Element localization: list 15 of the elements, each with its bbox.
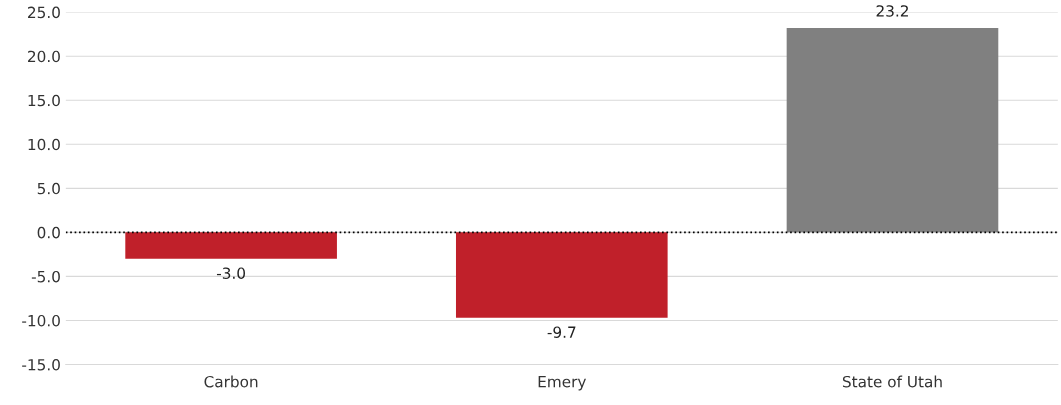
data-label: -9.7 — [547, 326, 576, 338]
x-tick-label: State of Utah — [842, 375, 942, 388]
data-label: 23.2 — [876, 5, 908, 17]
y-tick-label: 15.0 — [28, 94, 60, 107]
data-label: -3.0 — [216, 267, 246, 279]
y-tick-label: -15.0 — [22, 358, 60, 371]
y-tick-label: 0.0 — [37, 226, 60, 239]
y-tick-label: -10.0 — [22, 314, 60, 327]
y-tick-label: -5.0 — [31, 270, 60, 283]
x-tick-label: Carbon — [204, 375, 258, 388]
y-tick-label: 5.0 — [37, 182, 60, 195]
x-tick-label: Emery — [538, 376, 586, 391]
y-tick-label: 10.0 — [28, 138, 60, 151]
y-tick-label: 20.0 — [28, 50, 60, 63]
y-tick-label: 25.0 — [28, 6, 60, 19]
